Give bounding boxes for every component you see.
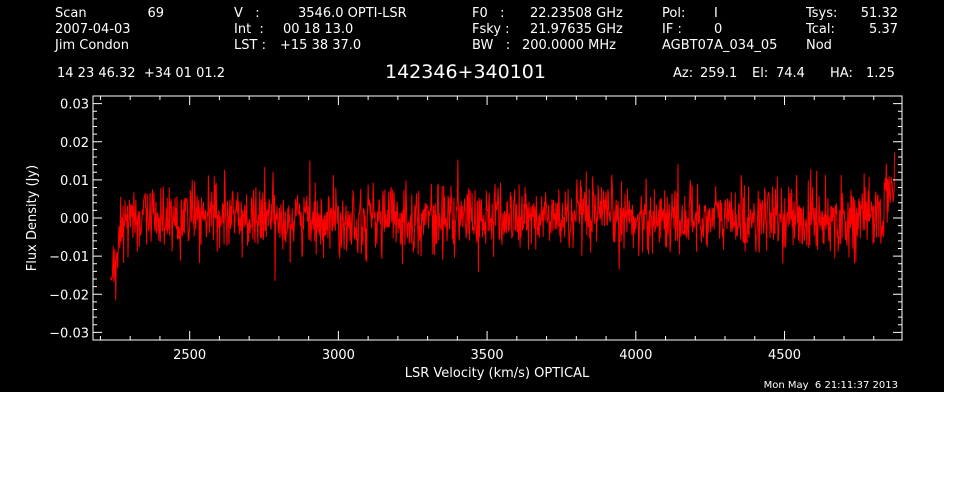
plot-panel: Scan 69 V : 3546.0 OPTI-LSR F0 : 22.2350… (0, 0, 944, 392)
spectrum-chart: 2500 3000 3500 4000 4500 −0.03 −0.02 −0.01 0.00 0… (25, 95, 903, 381)
scan-label: Scan (55, 6, 87, 21)
object-name: 142346+340101 (385, 61, 546, 83)
tick-layer (93, 95, 902, 341)
bw-value: 200.0000 MHz (522, 38, 616, 53)
pol-label: Pol: (662, 6, 686, 21)
tcal-value: 5.37 (869, 22, 898, 37)
x-axis-label: LSR Velocity (km/s) OPTICAL (405, 366, 590, 381)
f0-label: F0 : (472, 6, 505, 21)
ha-label: HA: (830, 66, 853, 81)
observation-date: 2007-04-03 (55, 22, 131, 37)
scan-number: 69 (147, 6, 164, 21)
spectrum-trace-layer (110, 152, 896, 301)
observing-mode: Nod (806, 38, 832, 53)
y-tick-label: 0.03 (60, 98, 89, 113)
fsky-label: Fsky : (472, 22, 510, 37)
project-id: AGBT07A_034_05 (662, 38, 778, 53)
lst-value: +15 38 37.0 (280, 38, 362, 53)
el-value: 74.4 (776, 66, 805, 81)
source-coordinates: 14 23 46.32 +34 01 01.2 (57, 66, 226, 81)
tsys-label: Tsys: (806, 6, 838, 21)
render-timestamp: Mon May 6 21:11:37 2013 (763, 380, 898, 391)
y-tick-label: −0.01 (49, 250, 89, 265)
az-value: 259.1 (700, 66, 738, 81)
observer-name: Jim Condon (55, 38, 129, 53)
tsys-value: 51.32 (860, 6, 898, 21)
fsky-value: 21.97635 GHz (530, 22, 623, 37)
lst-label: LST : (234, 38, 266, 53)
velocity-label: V : (234, 6, 260, 21)
tick-label-layer: 2500 3000 3500 4000 4500 −0.03 −0.02 −0.01 0.00 0… (49, 98, 801, 363)
az-label: Az: (673, 66, 694, 81)
if-value: 0 (714, 22, 723, 37)
bw-label: BW : (472, 38, 511, 53)
int-value: 00 18 13.0 (283, 22, 354, 37)
x-tick-label: 4000 (619, 348, 652, 363)
y-axis-label: Flux Density (Jy) (25, 165, 40, 271)
pol-value: I (714, 6, 718, 21)
x-tick-label: 3000 (322, 348, 355, 363)
spectrum-series-line (110, 152, 896, 301)
if-label: IF : (662, 22, 682, 37)
x-tick-label: 3500 (471, 348, 504, 363)
tcal-label: Tcal: (806, 22, 835, 37)
y-tick-label: −0.02 (49, 288, 89, 303)
y-tick-label: 0.02 (60, 136, 89, 151)
el-label: El: (752, 66, 769, 81)
y-tick-label: 0.00 (60, 212, 89, 227)
ha-value: 1.25 (866, 66, 895, 81)
y-tick-label: −0.03 (49, 326, 89, 341)
y-tick-label: 0.01 (60, 174, 89, 189)
x-tick-label: 4500 (768, 348, 801, 363)
f0-value: 22.23508 GHz (530, 6, 623, 21)
velocity-value: 3546.0 OPTI-LSR (298, 6, 407, 21)
x-tick-label: 2500 (173, 348, 206, 363)
int-label: Int : (234, 22, 264, 37)
